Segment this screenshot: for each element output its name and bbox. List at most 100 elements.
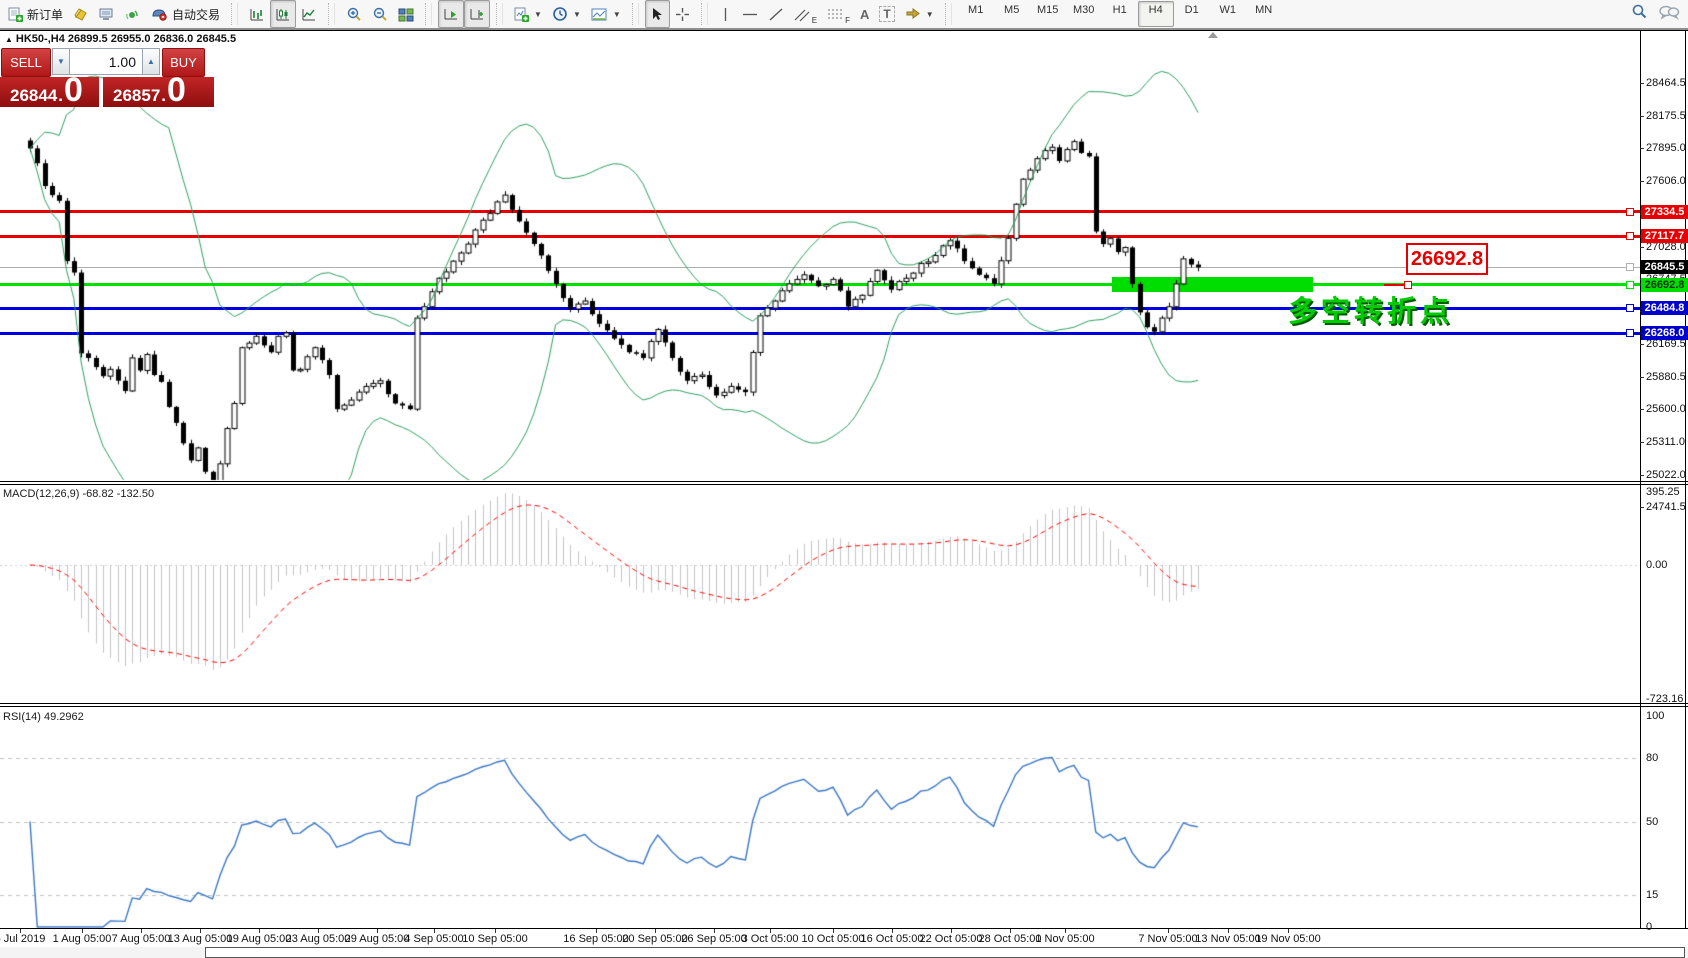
time-tick-label: 22 Oct 05:00 [919, 933, 983, 945]
cursor-button[interactable] [644, 0, 670, 28]
timeframe-m1[interactable]: M1 [968, 4, 984, 16]
time-tick-label: 7 Nov 05:00 [1138, 933, 1198, 945]
metaeditor-button[interactable] [68, 0, 94, 28]
arrows-icon [905, 7, 921, 22]
chart-window[interactable]: ▲ HK50-,H4 26899.5 26955.0 26836.0 26845.… [0, 30, 1688, 958]
price-label-box[interactable]: 26692.8 [1406, 243, 1488, 275]
time-tick [951, 929, 952, 933]
text-annotation[interactable]: 多空转折点 [1288, 296, 1454, 328]
crosshair-button[interactable] [670, 0, 695, 28]
volume-input[interactable]: 1.00 [70, 48, 142, 75]
time-tick-label: 6 Jul 2019 [0, 933, 46, 945]
time-tick-label: 20 Sep 05:00 [622, 933, 688, 945]
price-tick [1640, 409, 1644, 411]
periods-dropdown[interactable]: ▼ [547, 0, 586, 28]
signals-button[interactable] [120, 0, 146, 28]
zoom-out-icon [372, 6, 388, 22]
pane-border [1640, 30, 1641, 928]
sell-button[interactable]: SELL [1, 48, 51, 77]
line-chart-button[interactable] [296, 0, 322, 28]
timeframe-h1[interactable]: H1 [1112, 4, 1127, 16]
timeframe-w1[interactable]: W1 [1219, 4, 1236, 16]
volume-increase-button[interactable]: ▲ [142, 48, 160, 75]
timeframe-h4[interactable]: H4 [1137, 1, 1174, 27]
tile-windows-button[interactable] [393, 0, 419, 28]
pane-border [0, 928, 1688, 929]
price-tick [1640, 474, 1644, 476]
toolbar-separator [631, 3, 639, 25]
time-tick-label: 16 Sep 05:00 [563, 933, 629, 945]
autotrading-button[interactable]: 自动交易 [146, 0, 225, 28]
fibonacci-button[interactable]: F [822, 0, 855, 28]
new-order-button[interactable]: 新订单 [3, 0, 68, 28]
new-chart-dropdown[interactable]: ▼ [509, 0, 547, 28]
macd-name: MACD(12,26,9) [3, 488, 80, 500]
timeframe-m30[interactable]: M30 [1072, 4, 1095, 16]
community-chat-icon[interactable] [1658, 4, 1680, 25]
zoom-out-button[interactable] [367, 0, 393, 28]
channel-icon [794, 7, 811, 22]
rsi-tick-label: 80 [1646, 752, 1659, 765]
time-tick [1065, 929, 1066, 933]
clock-icon [552, 6, 568, 22]
templates-dropdown[interactable]: ▼ [586, 0, 626, 28]
text-label-button[interactable]: T [874, 0, 899, 28]
pane-border [1685, 30, 1686, 928]
sell-price-display[interactable]: 26844. 0 [0, 73, 99, 107]
volume-decrease-button[interactable]: ▼ [52, 48, 70, 75]
rsi-tick-label: 0 [1646, 921, 1653, 933]
buy-button[interactable]: BUY [162, 48, 205, 77]
macd-value-signal: -132.50 [116, 488, 155, 500]
price-tick-label: 25022.0 [1646, 468, 1686, 481]
time-tick-label: 10 Oct 05:00 [801, 933, 865, 945]
current-price-badge: 26845.5 [1641, 260, 1688, 275]
horizontal-scrollbar-thumb[interactable] [205, 947, 1685, 958]
time-tick-label: 13 Nov 05:00 [1195, 933, 1261, 945]
price-tick-label: 27895.0 [1646, 141, 1686, 154]
tile-windows-icon [398, 7, 414, 22]
trendline-button[interactable] [763, 0, 789, 28]
toolbar-right [1631, 3, 1688, 25]
price-label-text: 26692.8 [1410, 247, 1484, 270]
timeframe-m15[interactable]: M15 [1036, 4, 1059, 16]
arrows-dropdown[interactable]: ▼ [900, 0, 939, 28]
buy-price-display[interactable]: 26857. 0 [103, 73, 214, 107]
price-tick [1640, 246, 1644, 248]
autoscroll-button[interactable] [438, 0, 465, 28]
toolbar-separator [231, 3, 239, 25]
horizontal-scrollbar-track[interactable] [0, 947, 1688, 958]
price-chart-canvas[interactable] [0, 30, 1688, 958]
text-tool-button[interactable]: A [855, 0, 874, 28]
chart-title-text: HK50-,H4 26899.5 26955.0 26836.0 26845.5 [15, 33, 237, 45]
equidistant-channel-button[interactable]: E [789, 0, 822, 28]
terminal-button[interactable] [94, 0, 120, 28]
level-badge-26268: 26268.0 [1641, 326, 1688, 341]
zoom-in-button[interactable] [341, 0, 367, 28]
horizontal-line-button[interactable] [737, 0, 763, 28]
vertical-line-icon [719, 7, 732, 22]
time-tick [259, 929, 260, 933]
cursor-arrow-icon [650, 7, 665, 22]
time-tick [377, 929, 378, 933]
one-click-trading-panel: SELL ▼ 1.00 ▲ BUY 26844. 0 26857. 0 [0, 47, 214, 108]
time-tick-label: 1 Nov 05:00 [1035, 933, 1095, 945]
level-badge-26692.8: 26692.8 [1641, 277, 1688, 292]
time-tick [1288, 929, 1289, 933]
rsi-tick-label: 15 [1646, 889, 1659, 902]
search-icon[interactable] [1631, 3, 1648, 25]
vertical-line-button[interactable] [714, 0, 737, 28]
bar-chart-button[interactable] [244, 0, 270, 28]
time-tick-label: 16 Oct 05:00 [860, 933, 924, 945]
toolbar-group-zoom [338, 0, 422, 28]
fibo-tag: F [845, 16, 851, 25]
timeframe-d1[interactable]: D1 [1184, 4, 1199, 16]
chart-shift-icon [469, 7, 485, 22]
volume-control: ▼ 1.00 ▲ [52, 48, 160, 75]
candlestick-chart-button[interactable] [270, 0, 297, 28]
time-tick-label: 13 Aug 05:00 [167, 933, 233, 945]
timeframe-m5[interactable]: M5 [1004, 4, 1020, 16]
chart-shift-button[interactable] [464, 0, 491, 28]
macd-label: MACD(12,26,9) -68.82 -132.50 [3, 488, 154, 500]
toolbar-separator [700, 3, 708, 25]
timeframe-mn[interactable]: MN [1255, 4, 1273, 16]
